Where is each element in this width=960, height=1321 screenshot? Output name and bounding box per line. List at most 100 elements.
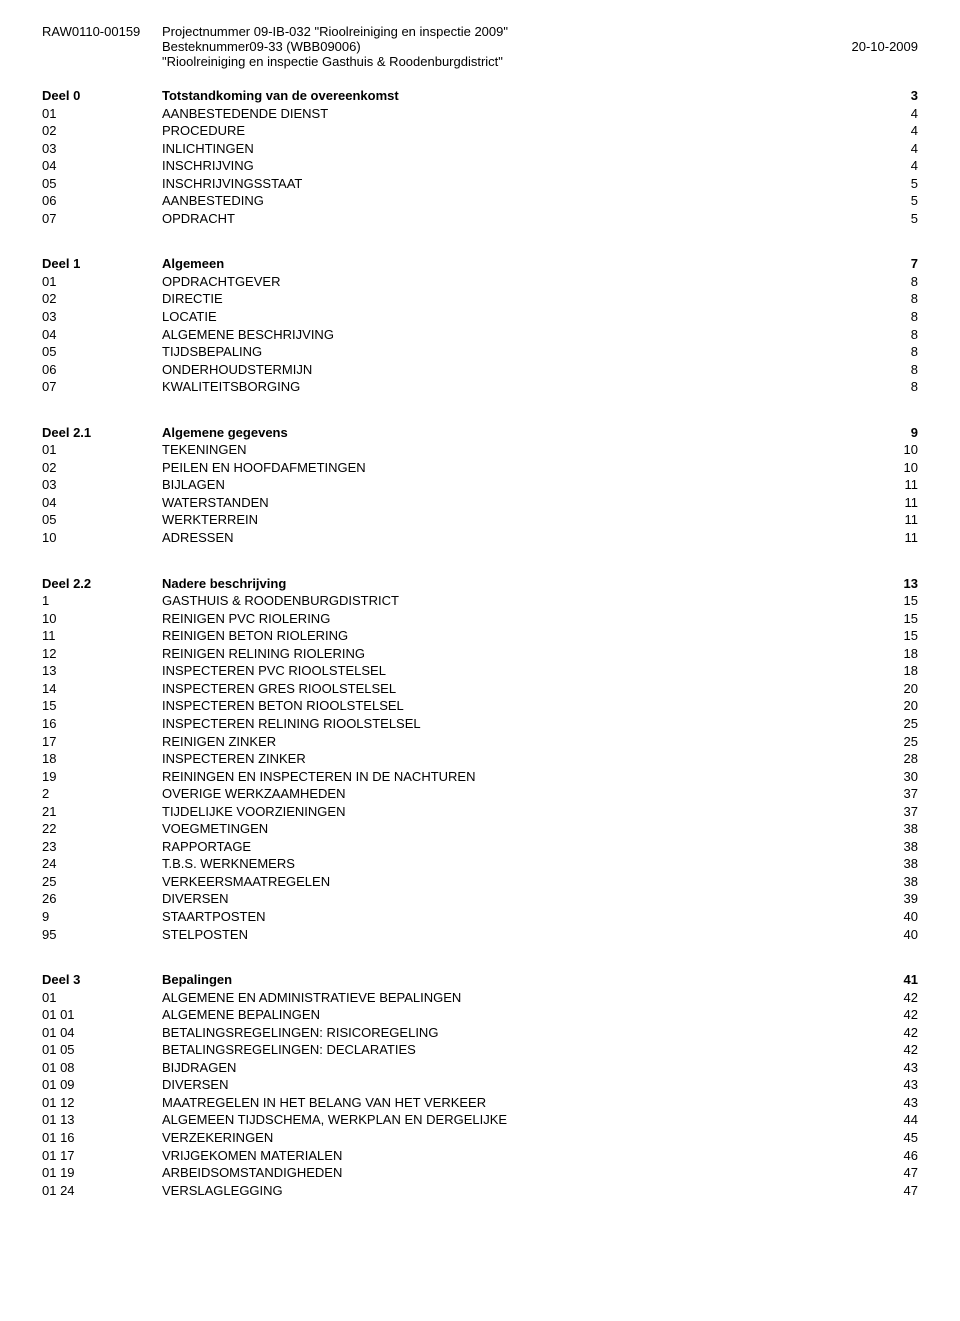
toc-item-row: 9STAARTPOSTEN40 (42, 908, 918, 926)
item-text: ADRESSEN (162, 529, 882, 547)
section-code: Deel 2.1 (42, 424, 162, 442)
item-page: 11 (882, 476, 918, 494)
item-text: VOEGMETINGEN (162, 820, 882, 838)
item-page: 46 (882, 1147, 918, 1165)
item-text: OPDRACHTGEVER (162, 273, 882, 291)
item-page: 38 (882, 838, 918, 856)
item-code: 01 (42, 989, 162, 1007)
item-code: 17 (42, 733, 162, 751)
item-page: 15 (882, 592, 918, 610)
item-code: 04 (42, 157, 162, 175)
date-value: 20-10-2009 (808, 39, 918, 54)
item-text: STAARTPOSTEN (162, 908, 882, 926)
doc-id: RAW0110-00159 (42, 24, 162, 69)
item-text: ALGEMENE BESCHRIJVING (162, 326, 882, 344)
toc-item-row: 04ALGEMENE BESCHRIJVING8 (42, 326, 918, 344)
item-page: 47 (882, 1182, 918, 1200)
item-text: STELPOSTEN (162, 926, 882, 944)
item-page: 8 (882, 326, 918, 344)
item-text: REINIGEN PVC RIOLERING (162, 610, 882, 628)
section-title-row: Deel 2.2Nadere beschrijving13 (42, 575, 918, 593)
toc-item-row: 01 01ALGEMENE BEPALINGEN42 (42, 1006, 918, 1024)
item-code: 04 (42, 326, 162, 344)
toc-item-row: 16INSPECTEREN RELINING RIOOLSTELSEL25 (42, 715, 918, 733)
header-line-1: Projectnummer 09-IB-032 "Rioolreiniging … (162, 24, 808, 39)
toc-item-row: 02PROCEDURE4 (42, 122, 918, 140)
toc-item-row: 05INSCHRIJVINGSSTAAT5 (42, 175, 918, 193)
item-text: BIJLAGEN (162, 476, 882, 494)
item-text: INSPECTEREN GRES RIOOLSTELSEL (162, 680, 882, 698)
item-code: 01 04 (42, 1024, 162, 1042)
item-text: INSPECTEREN PVC RIOOLSTELSEL (162, 662, 882, 680)
item-text: OPDRACHT (162, 210, 882, 228)
item-code: 15 (42, 697, 162, 715)
item-page: 25 (882, 715, 918, 733)
item-text: VERZEKERINGEN (162, 1129, 882, 1147)
item-page: 18 (882, 645, 918, 663)
item-text: VERSLAGLEGGING (162, 1182, 882, 1200)
item-text: ALGEMENE EN ADMINISTRATIEVE BEPALINGEN (162, 989, 882, 1007)
toc-item-row: 06ONDERHOUDSTERMIJN8 (42, 361, 918, 379)
item-text: INSPECTEREN ZINKER (162, 750, 882, 768)
toc-item-row: 24T.B.S. WERKNEMERS38 (42, 855, 918, 873)
document-page: RAW0110-00159 Projectnummer 09-IB-032 "R… (0, 0, 960, 1251)
item-text: RAPPORTAGE (162, 838, 882, 856)
toc-item-row: 2OVERIGE WERKZAAMHEDEN37 (42, 785, 918, 803)
item-page: 20 (882, 680, 918, 698)
item-code: 10 (42, 610, 162, 628)
toc-item-row: 21TIJDELIJKE VOORZIENINGEN37 (42, 803, 918, 821)
item-text: OVERIGE WERKZAAMHEDEN (162, 785, 882, 803)
item-code: 24 (42, 855, 162, 873)
item-page: 15 (882, 627, 918, 645)
header-date: 20-10-2009 (808, 24, 918, 69)
item-page: 43 (882, 1094, 918, 1112)
section-title: Totstandkoming van de overeenkomst (162, 87, 882, 105)
item-code: 03 (42, 308, 162, 326)
toc-section: Deel 2.2Nadere beschrijving131GASTHUIS &… (42, 575, 918, 943)
item-code: 05 (42, 343, 162, 361)
item-page: 43 (882, 1059, 918, 1077)
section-title-row: Deel 3Bepalingen41 (42, 971, 918, 989)
item-code: 06 (42, 192, 162, 210)
section-code: Deel 1 (42, 255, 162, 273)
toc-item-row: 03LOCATIE8 (42, 308, 918, 326)
item-code: 01 19 (42, 1164, 162, 1182)
toc-item-row: 01 13ALGEMEEN TIJDSCHEMA, WERKPLAN EN DE… (42, 1111, 918, 1129)
item-text: TIJDSBEPALING (162, 343, 882, 361)
item-text: ALGEMENE BEPALINGEN (162, 1006, 882, 1024)
item-code: 04 (42, 494, 162, 512)
item-page: 11 (882, 529, 918, 547)
item-page: 40 (882, 908, 918, 926)
item-text: VRIJGEKOMEN MATERIALEN (162, 1147, 882, 1165)
item-page: 4 (882, 157, 918, 175)
item-text: KWALITEITSBORGING (162, 378, 882, 396)
item-code: 01 12 (42, 1094, 162, 1112)
toc-item-row: 26DIVERSEN39 (42, 890, 918, 908)
toc-item-row: 01 24VERSLAGLEGGING47 (42, 1182, 918, 1200)
item-text: INSPECTEREN RELINING RIOOLSTELSEL (162, 715, 882, 733)
toc-item-row: 25VERKEERSMAATREGELEN38 (42, 873, 918, 891)
item-page: 40 (882, 926, 918, 944)
toc-item-row: 01OPDRACHTGEVER8 (42, 273, 918, 291)
table-of-contents: Deel 0Totstandkoming van de overeenkomst… (42, 87, 918, 1199)
item-page: 8 (882, 361, 918, 379)
item-code: 06 (42, 361, 162, 379)
section-title-row: Deel 0Totstandkoming van de overeenkomst… (42, 87, 918, 105)
item-text: T.B.S. WERKNEMERS (162, 855, 882, 873)
item-code: 03 (42, 476, 162, 494)
item-page: 4 (882, 122, 918, 140)
section-code: Deel 3 (42, 971, 162, 989)
item-code: 02 (42, 122, 162, 140)
item-code: 02 (42, 459, 162, 477)
item-code: 11 (42, 627, 162, 645)
item-code: 01 24 (42, 1182, 162, 1200)
toc-item-row: 02DIRECTIE8 (42, 290, 918, 308)
item-code: 01 05 (42, 1041, 162, 1059)
section-page: 9 (882, 424, 918, 442)
item-text: REINIGEN ZINKER (162, 733, 882, 751)
toc-item-row: 04INSCHRIJVING4 (42, 157, 918, 175)
item-code: 16 (42, 715, 162, 733)
item-text: DIVERSEN (162, 1076, 882, 1094)
document-header: RAW0110-00159 Projectnummer 09-IB-032 "R… (42, 24, 918, 69)
item-code: 18 (42, 750, 162, 768)
